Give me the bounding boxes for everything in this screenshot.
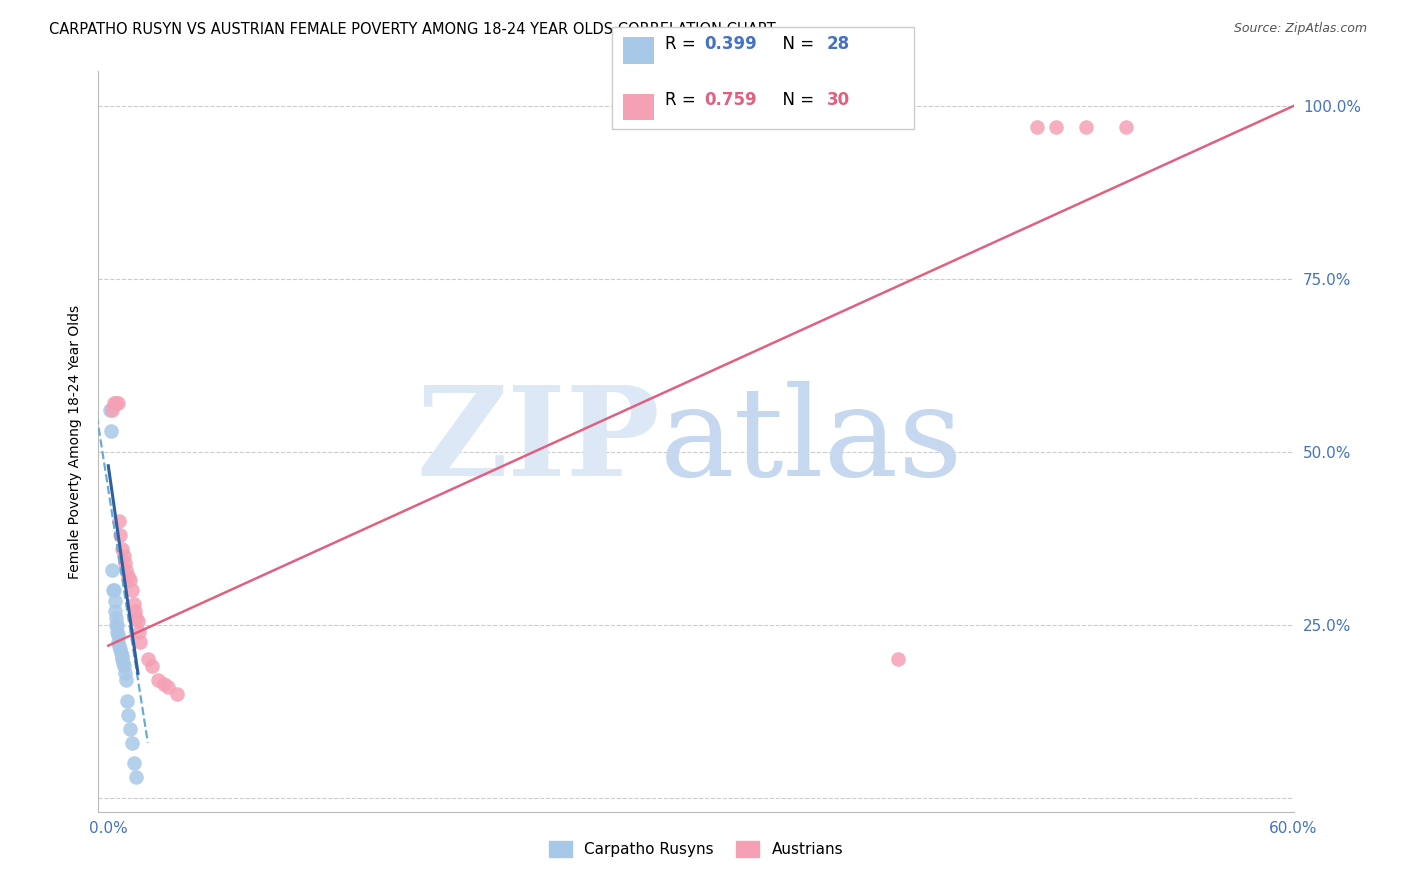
Point <box>114 666 136 681</box>
Text: N =: N = <box>772 35 820 53</box>
Point <box>108 528 131 542</box>
Text: CARPATHO RUSYN VS AUSTRIAN FEMALE POVERTY AMONG 18-24 YEAR OLDS CORRELATION CHAR: CARPATHO RUSYN VS AUSTRIAN FEMALE POVERT… <box>49 22 776 37</box>
Point <box>115 694 138 708</box>
Point <box>110 646 132 660</box>
Point <box>1115 120 1137 134</box>
Point <box>124 604 146 618</box>
Point <box>156 680 179 694</box>
Text: R =: R = <box>665 35 702 53</box>
Point <box>141 659 163 673</box>
Point <box>1074 120 1097 134</box>
Point <box>103 583 125 598</box>
Point <box>117 569 139 583</box>
Point <box>887 652 910 666</box>
Point <box>112 659 135 673</box>
Point <box>108 642 131 657</box>
Point <box>125 770 148 784</box>
Point <box>166 687 188 701</box>
Text: 0.759: 0.759 <box>704 91 756 109</box>
Point <box>114 556 136 570</box>
Y-axis label: Female Poverty Among 18-24 Year Olds: Female Poverty Among 18-24 Year Olds <box>67 304 82 579</box>
Point <box>104 604 127 618</box>
Point <box>107 635 129 649</box>
Point <box>104 593 127 607</box>
Point <box>112 656 135 670</box>
Point <box>146 673 169 688</box>
Point <box>122 597 145 611</box>
Point <box>98 403 121 417</box>
Point <box>152 676 174 690</box>
Point <box>1045 120 1067 134</box>
Point <box>107 396 129 410</box>
Point <box>108 514 131 528</box>
Point <box>122 756 145 771</box>
Point <box>100 424 122 438</box>
Point <box>103 396 125 410</box>
Point <box>121 583 143 598</box>
Text: Source: ZipAtlas.com: Source: ZipAtlas.com <box>1233 22 1367 36</box>
Point <box>118 722 141 736</box>
Point <box>1025 120 1047 134</box>
Point <box>111 652 134 666</box>
Point <box>125 611 148 625</box>
Point <box>103 583 125 598</box>
Point <box>117 707 139 722</box>
Text: R =: R = <box>665 91 702 109</box>
Text: 0.399: 0.399 <box>704 35 758 53</box>
Point <box>115 563 138 577</box>
Text: atlas: atlas <box>661 381 963 502</box>
Text: 30: 30 <box>827 91 849 109</box>
Text: 28: 28 <box>827 35 849 53</box>
Point <box>105 624 128 639</box>
Point <box>121 735 143 749</box>
Point <box>105 611 128 625</box>
Point <box>129 635 152 649</box>
Point <box>115 673 138 688</box>
Point <box>105 396 128 410</box>
Point <box>107 628 129 642</box>
Point <box>108 639 131 653</box>
Text: N =: N = <box>772 91 820 109</box>
Legend: Carpatho Rusyns, Austrians: Carpatho Rusyns, Austrians <box>543 835 849 863</box>
Point <box>128 624 150 639</box>
Point <box>136 652 159 666</box>
Point <box>111 648 134 663</box>
Point <box>127 615 149 629</box>
Point <box>111 541 134 556</box>
Text: ZIP: ZIP <box>416 381 661 502</box>
Point <box>101 403 124 417</box>
Point <box>101 563 124 577</box>
Point <box>105 618 128 632</box>
Point <box>118 573 141 587</box>
Point <box>105 618 128 632</box>
Point <box>112 549 135 563</box>
